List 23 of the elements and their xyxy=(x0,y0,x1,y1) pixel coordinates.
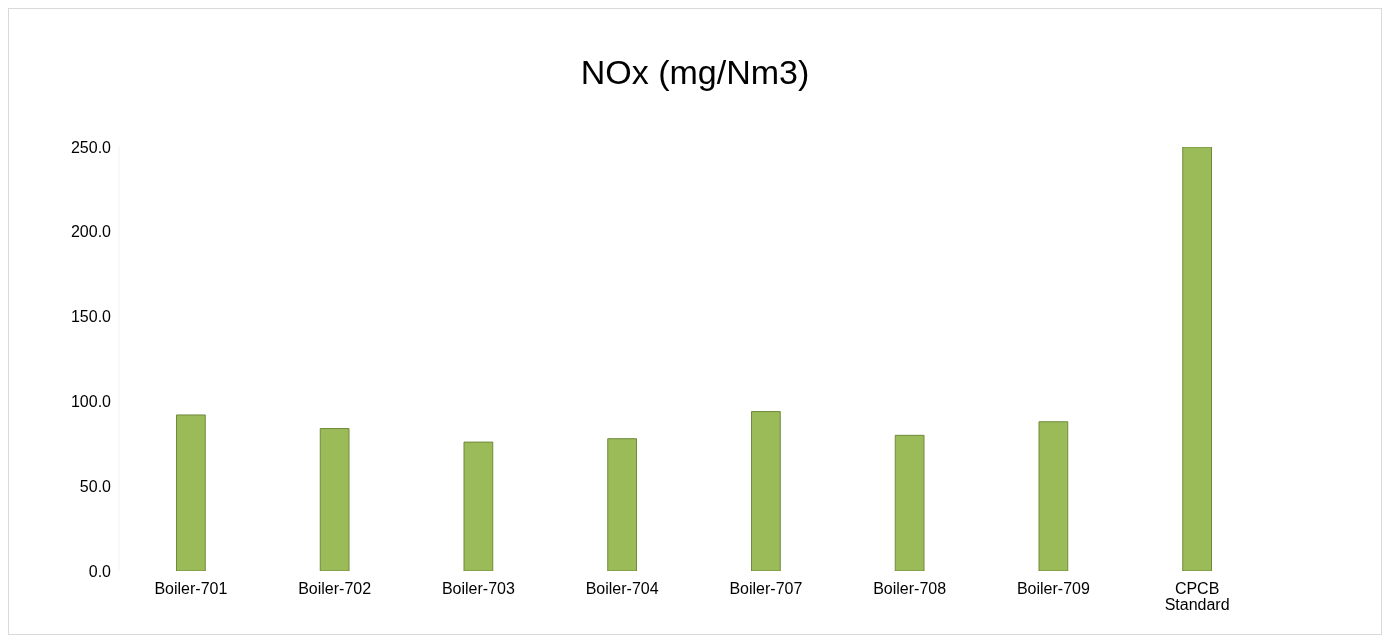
x-tick-label: Boiler-701 xyxy=(154,580,228,598)
y-tick-label: 250.0 xyxy=(70,138,112,156)
y-tick-label: 100.0 xyxy=(70,393,112,411)
x-tick-label: Boiler-703 xyxy=(441,580,515,598)
bar xyxy=(463,441,494,571)
y-tick-label: 0.0 xyxy=(88,562,112,580)
chart-title: NOx (mg/Nm3) xyxy=(579,53,811,93)
bar xyxy=(894,434,925,571)
bar xyxy=(176,414,206,571)
x-tick-label: Boiler-702 xyxy=(298,580,372,598)
x-tick-label: CPCB Standard xyxy=(1164,580,1230,614)
bar xyxy=(607,438,637,571)
x-tick-label: Boiler-707 xyxy=(729,580,803,598)
bar xyxy=(751,411,781,571)
y-tick-label: 200.0 xyxy=(70,223,112,241)
bar xyxy=(1038,421,1069,571)
y-tick-label: 150.0 xyxy=(70,308,112,326)
x-tick-label: Boiler-709 xyxy=(1016,580,1090,598)
x-tick-label: Boiler-708 xyxy=(873,580,947,598)
y-tick-label: 50.0 xyxy=(79,477,112,495)
x-tick-label: Boiler-704 xyxy=(585,580,659,598)
bar xyxy=(1182,147,1212,571)
bar xyxy=(319,428,350,571)
